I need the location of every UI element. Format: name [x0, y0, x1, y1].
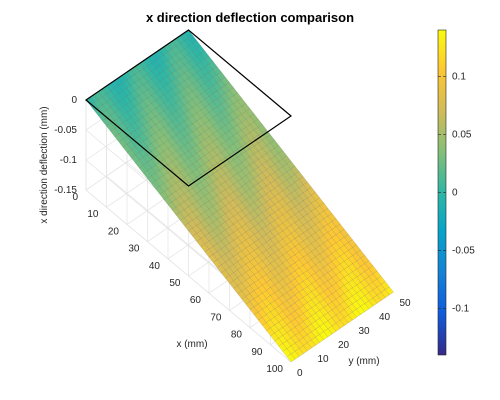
y-axis-label: y (mm) [348, 356, 379, 367]
x-tick-label: 100 [266, 364, 283, 375]
colorbar-tick-label: 0.05 [452, 130, 472, 141]
surface-patch [385, 286, 394, 296]
y-tick-label: 50 [400, 298, 412, 309]
y-tick-label: 0 [297, 368, 303, 379]
x-tick-label: 10 [87, 209, 99, 220]
colorbar-tick-label: -0.1 [452, 304, 470, 315]
colorbar: 0.1 0.05 0 -0.05 -0.1 [437, 29, 475, 356]
reference-outline [85, 29, 292, 187]
z-tick-label: 0 [71, 95, 77, 106]
x-tick-label: 80 [231, 330, 243, 341]
x-tick-label: 90 [251, 347, 263, 358]
colorbar-tick-label: 0 [452, 188, 458, 199]
x-tick-label: 70 [210, 312, 222, 323]
x-tick-label: 60 [190, 295, 202, 306]
x-tick-label: 50 [169, 278, 181, 289]
deflection-surface [85, 29, 394, 363]
z-tick-label: -0.05 [54, 125, 77, 136]
y-tick-label: 10 [318, 354, 330, 365]
z-axis-label: x direction deflection (mm) [39, 106, 50, 223]
colorbar-tick-label: -0.05 [452, 246, 475, 257]
x-axis-label: x (mm) [176, 339, 207, 350]
x-tick-label: 0 [72, 192, 78, 203]
z-tick-label: -0.1 [60, 155, 78, 166]
colorbar-tick-label: 0.1 [452, 71, 466, 82]
y-tick-label: 20 [338, 340, 350, 351]
x-tick-label: 30 [128, 244, 140, 255]
chart-title: x direction deflection comparison [146, 10, 354, 25]
y-tick-label: 40 [379, 312, 391, 323]
x-tick-label: 20 [108, 226, 120, 237]
outline-rect [85, 29, 292, 187]
z-tick-label: -0.15 [54, 185, 77, 196]
y-tick-label: 30 [359, 326, 371, 337]
x-tick-label: 40 [149, 261, 161, 272]
